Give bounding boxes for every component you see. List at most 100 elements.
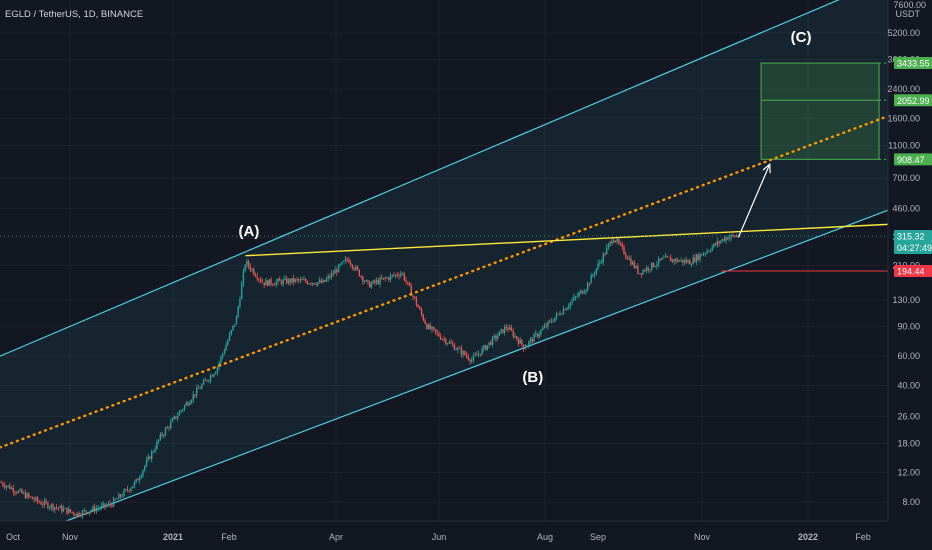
candle-body — [100, 505, 103, 509]
ascending-channel[interactable] — [0, 0, 889, 547]
candle-body — [699, 254, 701, 260]
candle-body — [638, 273, 641, 274]
candle-body — [66, 508, 68, 514]
candle-body — [121, 496, 123, 497]
candle-body — [718, 241, 720, 243]
price-badge[interactable] — [894, 264, 932, 277]
candle-body — [412, 295, 414, 297]
candle-body — [720, 240, 722, 243]
channel-midline[interactable] — [0, 114, 890, 449]
candle-body — [270, 279, 272, 285]
candle-body — [360, 276, 362, 277]
candle-body — [175, 416, 177, 419]
price-badge[interactable] — [894, 57, 932, 70]
channel-lower-line[interactable] — [0, 209, 889, 547]
candle-body — [31, 496, 34, 500]
price-tick-label: 40.00 — [897, 380, 920, 390]
candle-body — [522, 344, 525, 350]
candle-body — [318, 280, 321, 283]
candle-body — [668, 256, 670, 258]
candle-body — [590, 275, 592, 284]
candle-body — [471, 359, 473, 362]
candle-body — [676, 258, 679, 262]
price-badge[interactable] — [894, 94, 932, 107]
candle-body — [505, 327, 508, 329]
candle-body — [291, 278, 293, 283]
candle-body — [408, 282, 411, 286]
candle-body — [263, 282, 265, 286]
price-badge-value: 194.44 — [897, 266, 925, 276]
candle-body — [14, 492, 16, 493]
candle-body — [365, 280, 367, 282]
candle-body — [434, 328, 437, 332]
candle-body — [708, 250, 710, 252]
candle-body — [405, 279, 407, 282]
candle-body — [469, 359, 471, 362]
candle-body — [54, 507, 56, 510]
time-tick-label: Oct — [6, 532, 21, 542]
candle-body — [431, 327, 433, 330]
candle-body — [709, 250, 712, 252]
candle-body — [157, 439, 160, 442]
candle-body — [725, 237, 727, 241]
candle-body — [78, 512, 80, 516]
candle-body — [377, 280, 380, 284]
candle-body — [670, 257, 672, 262]
candle-body — [35, 497, 37, 501]
candle-body — [609, 241, 611, 245]
candle-body — [510, 327, 513, 331]
candle-body — [147, 456, 149, 461]
candle-body — [9, 485, 11, 490]
price-badge[interactable] — [894, 229, 932, 254]
candle-body — [306, 281, 309, 284]
target-zone[interactable] — [760, 62, 880, 160]
time-axis[interactable]: Oct Nov 2021 Feb Apr Jun Aug Sep Nov 2022 Feb — [0, 520, 888, 550]
candle-body — [197, 387, 200, 389]
candle-body — [645, 267, 648, 272]
candle-body — [625, 253, 627, 257]
candle-body — [324, 280, 326, 282]
price-tick-label: 1600.00 — [887, 113, 920, 123]
wave-label-c: (C) — [791, 29, 812, 46]
candle-body — [701, 254, 703, 256]
candle-body — [500, 329, 502, 332]
candle-body — [261, 281, 264, 283]
candle-body — [299, 279, 302, 281]
resistance-trendline[interactable] — [245, 223, 889, 257]
candle-body — [107, 503, 110, 506]
candle-body — [462, 351, 464, 355]
candle-body — [673, 259, 675, 262]
candle-body — [161, 434, 163, 436]
candle-body — [235, 316, 238, 325]
candle-body — [232, 325, 234, 331]
time-tick-label: Nov — [694, 532, 711, 542]
candle-body — [711, 246, 713, 251]
candle-body — [310, 283, 312, 285]
candle-body — [477, 353, 480, 356]
trend-drawings[interactable] — [0, 114, 890, 449]
projection-arrow[interactable] — [737, 163, 771, 238]
target-box[interactable] — [760, 62, 888, 160]
price-badge[interactable] — [894, 153, 932, 166]
candle-body — [607, 244, 610, 248]
candle-body — [194, 394, 196, 396]
wave-annotations: (A) (B) (C) — [239, 29, 812, 386]
channel-upper-line[interactable] — [0, 0, 888, 357]
price-scale[interactable]: 7600.00USDT5200.003600.002400.001600.001… — [887, 0, 932, 550]
candle-body — [732, 234, 734, 236]
candle-body — [474, 354, 476, 356]
candle-body — [76, 512, 79, 516]
candle-body — [502, 329, 504, 334]
candle-body — [652, 262, 655, 267]
candle-body — [268, 279, 271, 286]
candle-body — [356, 266, 359, 270]
candle-body — [130, 488, 132, 491]
candle-body — [138, 477, 141, 481]
candle-body — [260, 279, 262, 282]
candle-body — [599, 262, 601, 264]
candle-body — [204, 380, 207, 382]
candle-body — [69, 509, 72, 512]
candle-body — [7, 485, 9, 487]
candle-body — [388, 277, 390, 280]
